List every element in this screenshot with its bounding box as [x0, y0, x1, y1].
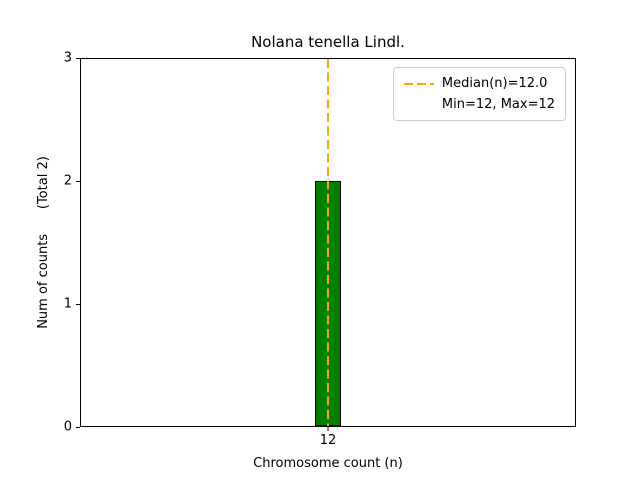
legend-entry-minmax: Min=12, Max=12	[404, 97, 555, 112]
y-axis-label-box: Num of counts (Total 2)	[34, 58, 52, 427]
y-tick-mark	[76, 58, 80, 59]
median-dashed-line-icon	[403, 82, 434, 85]
plot-area: Median(n)=12.0 Min=12, Max=12	[80, 58, 576, 431]
median-line	[327, 59, 329, 426]
x-tick-label: 12	[319, 433, 337, 448]
chart-title: Nolana tenella Lindl.	[251, 33, 405, 51]
y-tick-mark	[76, 426, 80, 428]
legend-empty-handle	[404, 104, 434, 106]
legend-entry-median: Median(n)=12.0	[403, 76, 555, 91]
x-tick-mark	[327, 427, 329, 431]
x-axis-label: Chromosome count (n)	[253, 456, 403, 471]
y-tick-mark	[76, 303, 80, 305]
y-tick-label: 0	[63, 419, 72, 435]
legend-median-label: Median(n)=12.0	[441, 76, 548, 91]
y-axis-label: Num of counts (Total 2)	[35, 156, 51, 329]
y-tick-label: 3	[63, 50, 72, 66]
legend-minmax-label: Min=12, Max=12	[441, 97, 555, 112]
y-tick-label: 1	[63, 296, 72, 312]
legend: Median(n)=12.0 Min=12, Max=12	[392, 67, 566, 121]
y-tick-mark	[76, 180, 80, 182]
y-tick-label: 2	[63, 173, 72, 189]
